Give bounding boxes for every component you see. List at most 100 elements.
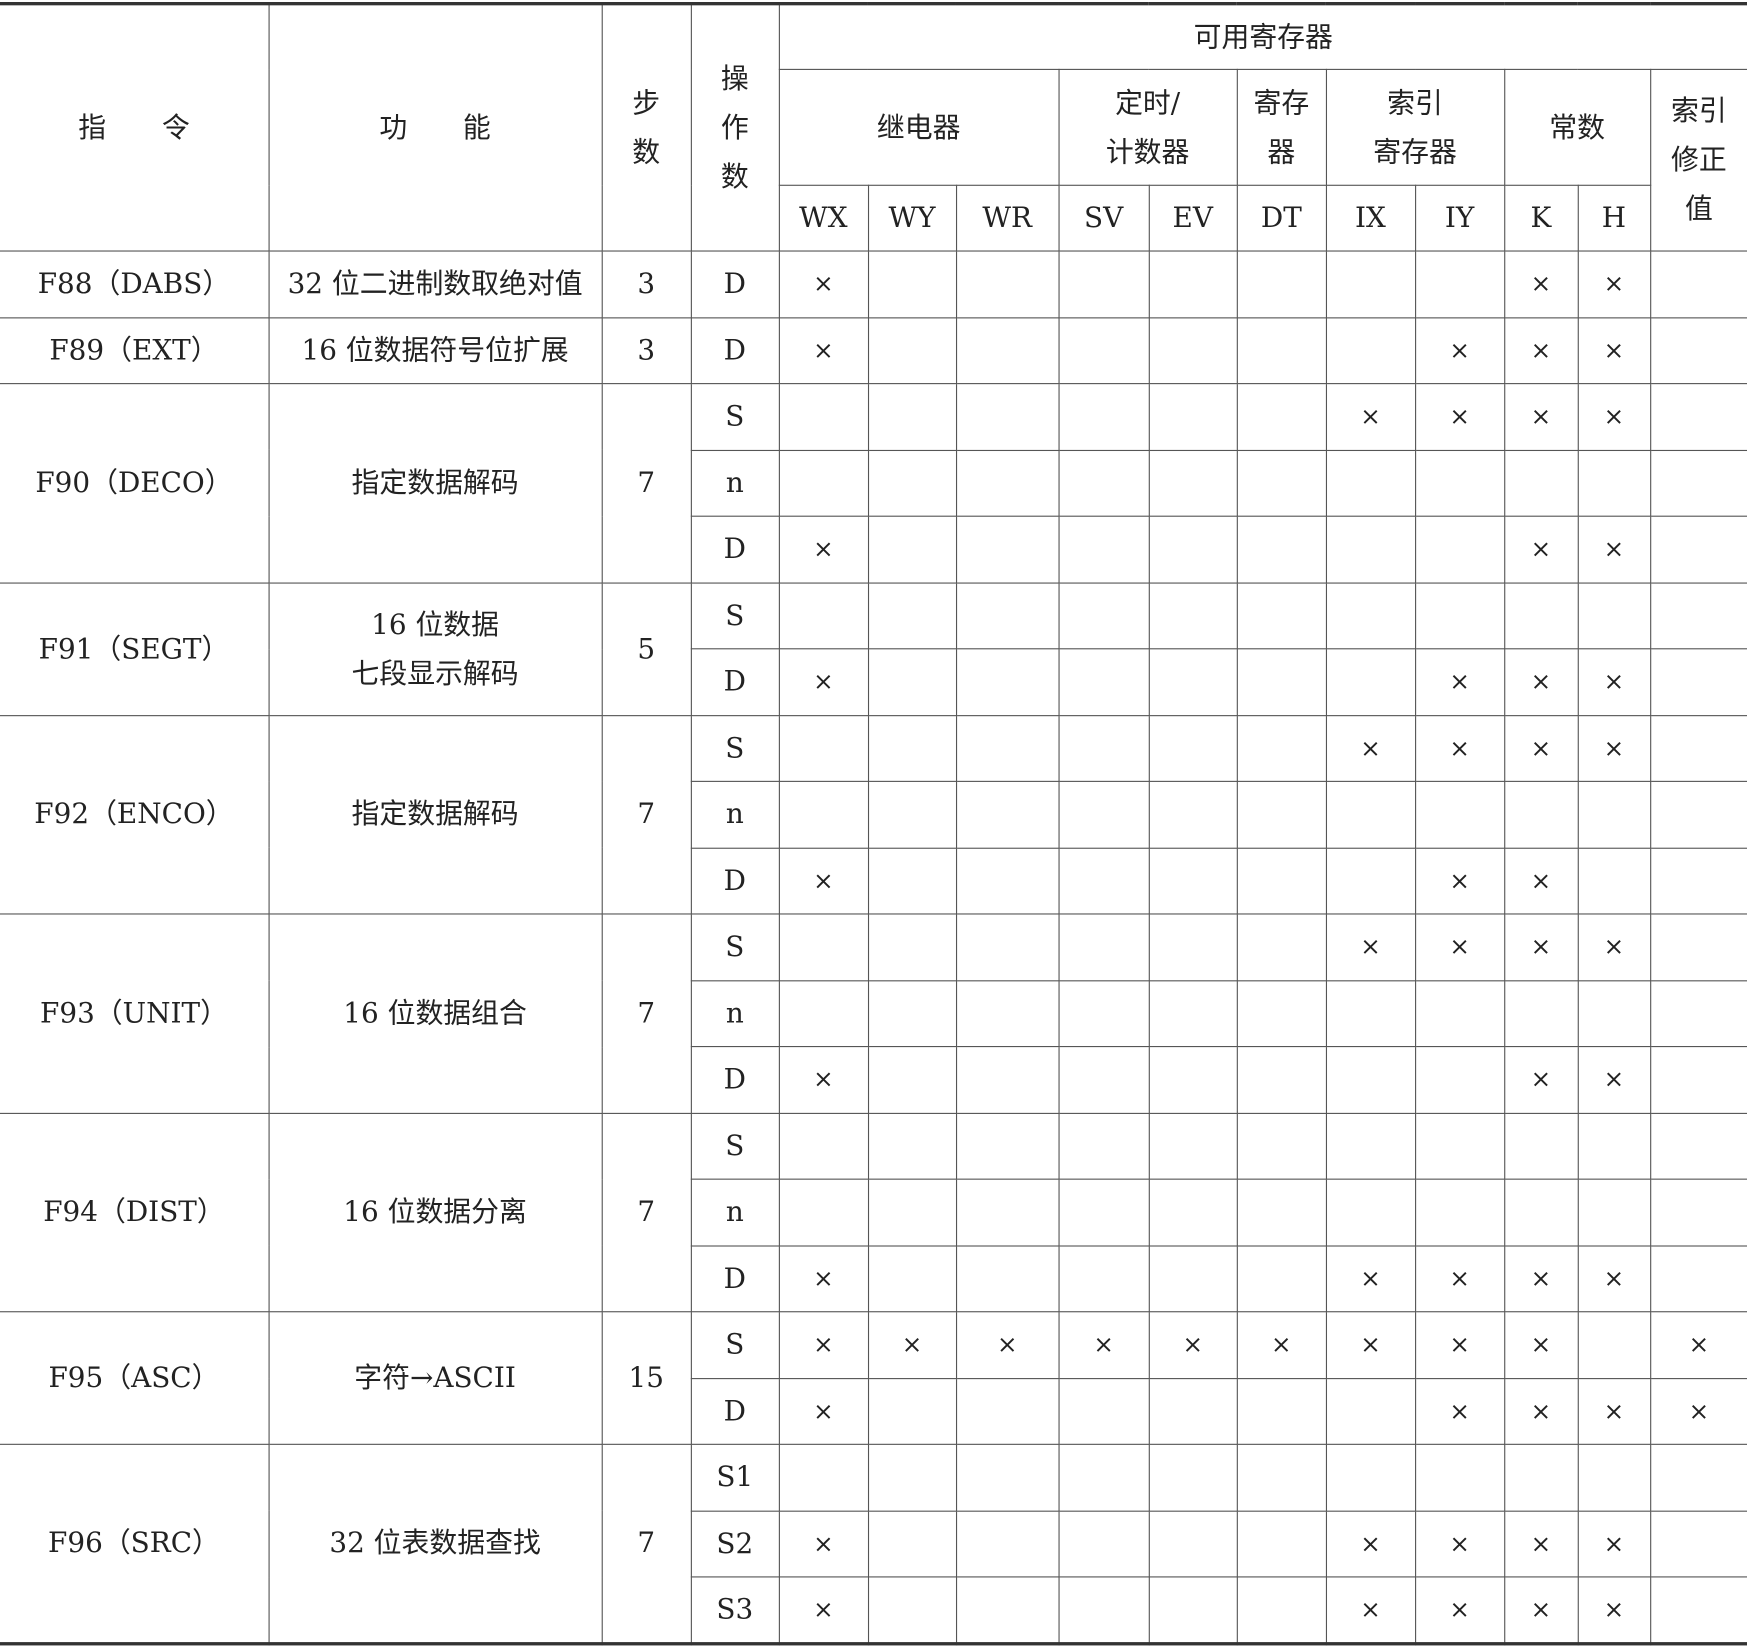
register-cell-sv — [1057, 1443, 1150, 1512]
table-row: n — [0, 1178, 1747, 1246]
table-row: D × × × × — [0, 648, 1747, 716]
cross-mark: × — [1603, 1397, 1625, 1426]
header-register: DT — [1236, 184, 1327, 252]
register-cell-ix — [1325, 581, 1416, 650]
cross-mark: × — [813, 1530, 834, 1559]
register-cell-ix: × — [1325, 714, 1416, 782]
register-cell-wr — [955, 1046, 1060, 1114]
register-cell-h — [1577, 1443, 1651, 1512]
register-cell-ix: × — [1325, 1510, 1416, 1578]
register-cell-ix — [1325, 780, 1416, 849]
register-cell-ix — [1325, 316, 1416, 385]
cross-mark: × — [1530, 1530, 1552, 1559]
cross-mark: × — [813, 270, 834, 299]
cross-mark: × — [813, 1596, 834, 1624]
register-cell-ev — [1148, 979, 1238, 1048]
table-row: S2 × × × × × — [0, 1510, 1747, 1578]
operand: D — [690, 1377, 780, 1445]
cross-mark: × — [1530, 403, 1552, 432]
operand: n — [690, 1178, 780, 1246]
register-cell-wx: × — [778, 515, 869, 584]
register-cell-wr — [955, 714, 1060, 782]
cross-mark: × — [1603, 337, 1625, 365]
instruction-function: 16 位数据组合 — [267, 913, 603, 1114]
register-cell-idx — [1649, 780, 1747, 849]
register-cell-k: × — [1503, 1046, 1579, 1114]
operand: S — [690, 581, 780, 650]
register-cell-sv — [1057, 1576, 1150, 1644]
register-cell-wr — [955, 1244, 1060, 1313]
register-cell-ev — [1148, 1510, 1238, 1578]
register-cell-wy — [867, 1244, 957, 1313]
table-row: F93（UNIT） 16 位数据组合 7 S × × × × — [0, 913, 1747, 1114]
cross-mark: × — [1449, 403, 1470, 432]
register-cell-dt — [1236, 1377, 1327, 1445]
header-instruction: 指 令 — [0, 3, 270, 252]
register-cell-wy — [867, 515, 957, 584]
register-cell-wr — [955, 913, 1060, 981]
register-cell-k: × — [1503, 714, 1579, 782]
instruction-function: 16 位数据符号位扩展 — [267, 316, 603, 385]
instruction-name: F93（UNIT） — [0, 913, 270, 1114]
instruction-name: F88（DABS） — [0, 250, 270, 318]
header-group: 常数 — [1503, 68, 1651, 186]
table-row: F89（EXT） 16 位数据符号位扩展 3 D × × × × — [0, 316, 1747, 385]
register-cell-sv — [1057, 714, 1150, 782]
register-cell-wy — [867, 847, 957, 915]
register-cell-k — [1503, 581, 1579, 650]
register-cell-ix: × — [1325, 1576, 1416, 1644]
register-cell-k — [1503, 1112, 1579, 1180]
register-cell-wy — [867, 979, 957, 1048]
register-cell-sv — [1057, 383, 1150, 451]
register-cell-h — [1577, 581, 1651, 650]
instruction-steps: 7 — [601, 1112, 692, 1313]
register-cell-wr — [955, 648, 1060, 716]
instruction-function: 指定数据解码 — [267, 714, 603, 915]
register-cell-h: × — [1577, 383, 1651, 451]
header-index-modifier: 索引 修正值 — [1649, 68, 1747, 252]
cross-mark: × — [1271, 1331, 1292, 1360]
table-row: F95（ASC） 字符→ASCII 15 S × × × × × × × × × × — [0, 1311, 1747, 1445]
register-cell-wy — [867, 913, 957, 981]
register-cell-ev — [1148, 1244, 1238, 1313]
register-cell-idx — [1649, 714, 1747, 782]
instruction-steps: 7 — [601, 383, 692, 584]
cross-mark: × — [1530, 1596, 1552, 1624]
register-cell-k: × — [1503, 1510, 1579, 1578]
instruction-steps: 15 — [601, 1311, 692, 1445]
register-cell-ix — [1325, 1046, 1416, 1114]
register-cell-k: × — [1503, 1377, 1579, 1445]
cross-mark: × — [1603, 1265, 1625, 1294]
register-cell-ix — [1325, 1443, 1416, 1512]
register-cell-wr — [955, 1576, 1060, 1644]
register-cell-k — [1503, 449, 1579, 517]
register-cell-dt — [1236, 316, 1327, 385]
register-cell-wr — [955, 383, 1060, 451]
register-cell-h: × — [1577, 1510, 1651, 1578]
register-cell-h: × — [1577, 1377, 1651, 1445]
instruction-name: F89（EXT） — [0, 316, 270, 385]
cross-mark: × — [1603, 668, 1625, 697]
register-cell-sv — [1057, 515, 1150, 584]
register-cell-sv — [1057, 581, 1150, 650]
register-cell-h — [1577, 1112, 1651, 1180]
register-cell-wx — [778, 449, 869, 517]
cross-mark: × — [1603, 535, 1625, 564]
operand: S — [690, 1311, 780, 1379]
register-cell-ev: × — [1148, 1311, 1238, 1379]
register-cell-dt — [1236, 1443, 1327, 1512]
register-cell-ix: × — [1325, 1311, 1416, 1379]
table-row: F90（DECO） 指定数据解码 7 S × × × × — [0, 383, 1747, 584]
register-cell-ix — [1325, 1178, 1416, 1246]
register-cell-dt — [1236, 1576, 1327, 1644]
register-cell-ev — [1148, 648, 1238, 716]
register-cell-wx: × — [778, 1244, 869, 1313]
cross-mark: × — [1603, 403, 1625, 432]
cross-mark: × — [1603, 734, 1625, 763]
register-cell-dt — [1236, 648, 1327, 716]
register-cell-h — [1577, 847, 1651, 915]
instruction-name: F96（SRC） — [0, 1443, 270, 1644]
register-cell-h: × — [1577, 1244, 1651, 1313]
register-cell-h — [1577, 979, 1651, 1048]
header-register: H — [1577, 184, 1651, 252]
